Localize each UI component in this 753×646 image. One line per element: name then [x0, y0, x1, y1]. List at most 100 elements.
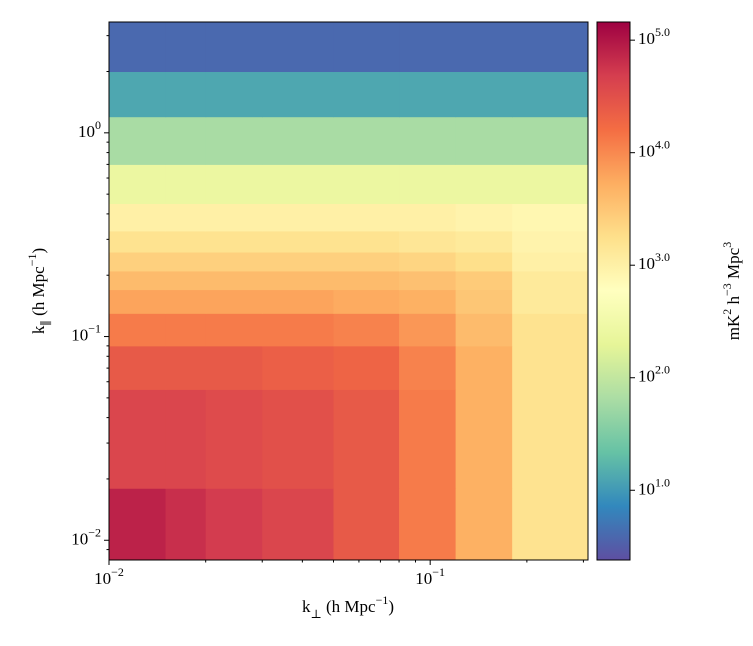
plot-frame — [108, 21, 589, 561]
heatmap-cell — [262, 164, 334, 204]
heatmap-cell — [165, 313, 207, 347]
heatmap-cell — [165, 230, 207, 253]
heatmap-cell — [333, 488, 400, 561]
heatmap-cell — [455, 270, 513, 291]
heatmap-cell — [262, 389, 334, 489]
heatmap-cell — [205, 116, 263, 165]
heatmap-cell — [262, 289, 334, 314]
heatmap-cell — [262, 230, 334, 253]
heatmap-cell — [109, 488, 167, 561]
heatmap-cell — [109, 22, 167, 73]
y-tick-label: 100 — [78, 118, 101, 141]
heatmap-cell — [165, 345, 207, 390]
heatmap-cell — [165, 252, 207, 272]
heatmap-cell — [455, 230, 513, 253]
heatmap-cell — [165, 289, 207, 314]
heatmap-cell — [455, 488, 513, 561]
heatmap-cell — [455, 252, 513, 272]
heatmap-cell — [109, 270, 167, 291]
heatmap-cell — [165, 22, 207, 73]
heatmap-cell — [109, 345, 167, 390]
heatmap-cell — [512, 488, 589, 561]
y-tick-label: 10−1 — [71, 321, 101, 344]
colorbar-tick-label: 103.0 — [638, 250, 670, 273]
heatmap-cell — [205, 313, 263, 347]
heatmap-cell — [205, 488, 263, 561]
heatmap-cell — [109, 71, 167, 118]
heatmap-cell — [205, 71, 263, 118]
heatmap-cell — [109, 230, 167, 253]
heatmap-cell — [399, 203, 457, 232]
heatmap-cell — [399, 313, 457, 347]
heatmap-cell — [165, 389, 207, 489]
heatmap-cell — [512, 252, 589, 272]
heatmap-cell — [512, 270, 589, 291]
heatmap-cell — [205, 230, 263, 253]
heatmap-cell — [455, 22, 513, 73]
heatmap-cell — [262, 488, 334, 561]
heatmap-cell — [205, 345, 263, 390]
x-tick-label: 10−2 — [94, 565, 124, 588]
heatmap-cell — [333, 203, 400, 232]
heatmap-cell — [262, 345, 334, 390]
heatmap-cell — [333, 252, 400, 272]
heatmap-cell — [512, 116, 589, 165]
heatmap-cell — [333, 164, 400, 204]
heatmap-cell — [455, 345, 513, 390]
colorbar — [596, 21, 631, 561]
heatmap-cell — [333, 270, 400, 291]
colorbar-tick-label: 105.0 — [638, 25, 670, 48]
colorbar-label: mK2 h−3 Mpc3 — [720, 242, 743, 340]
heatmap-cell — [165, 116, 207, 165]
heatmap-cell — [399, 289, 457, 314]
heatmap-cell — [512, 164, 589, 204]
heatmap-cell — [109, 116, 167, 165]
heatmap-cell — [399, 345, 457, 390]
heatmap-cell — [205, 164, 263, 204]
heatmap-cell — [333, 313, 400, 347]
heatmap-cell — [512, 230, 589, 253]
heatmap-cell — [455, 116, 513, 165]
heatmap-cell — [399, 252, 457, 272]
heatmap-cell — [165, 488, 207, 561]
heatmap-cell — [109, 389, 167, 489]
heatmap-cell — [262, 22, 334, 73]
heatmap-cell — [399, 71, 457, 118]
heatmap-cell — [455, 203, 513, 232]
heatmap-cell — [333, 230, 400, 253]
heatmap-cell — [455, 313, 513, 347]
heatmap-cell — [333, 289, 400, 314]
heatmap-cell — [109, 203, 167, 232]
heatmap-cell — [455, 389, 513, 489]
heatmap-cell — [262, 71, 334, 118]
heatmap-cell — [205, 389, 263, 489]
heatmap-cell — [109, 289, 167, 314]
heatmap-cell — [262, 270, 334, 291]
colorbar-tick-label: 102.0 — [638, 362, 670, 385]
heatmap-cell — [512, 289, 589, 314]
heatmap-cell — [262, 203, 334, 232]
heatmap-cell — [205, 270, 263, 291]
heatmap-cell — [205, 203, 263, 232]
heatmap-cell — [399, 164, 457, 204]
heatmap-cell — [109, 164, 167, 204]
heatmap — [109, 22, 589, 561]
heatmap-cell — [512, 71, 589, 118]
heatmap-cell — [165, 203, 207, 232]
colorbar-tick-label: 104.0 — [638, 137, 670, 160]
heatmap-cell — [165, 164, 207, 204]
heatmap-cell — [512, 345, 589, 390]
x-tick-label: 10−1 — [415, 565, 445, 588]
x-axis-label: k⊥ (h Mpc−1) — [302, 593, 394, 621]
heatmap-cell — [399, 270, 457, 291]
heatmap-cell — [205, 22, 263, 73]
heatmap-cell — [399, 488, 457, 561]
heatmap-cell — [262, 313, 334, 347]
heatmap-cell — [399, 389, 457, 489]
heatmap-cell — [165, 71, 207, 118]
heatmap-cell — [109, 313, 167, 347]
heatmap-cell — [333, 345, 400, 390]
heatmap-cell — [205, 289, 263, 314]
heatmap-cell — [399, 22, 457, 73]
heatmap-cell — [205, 252, 263, 272]
